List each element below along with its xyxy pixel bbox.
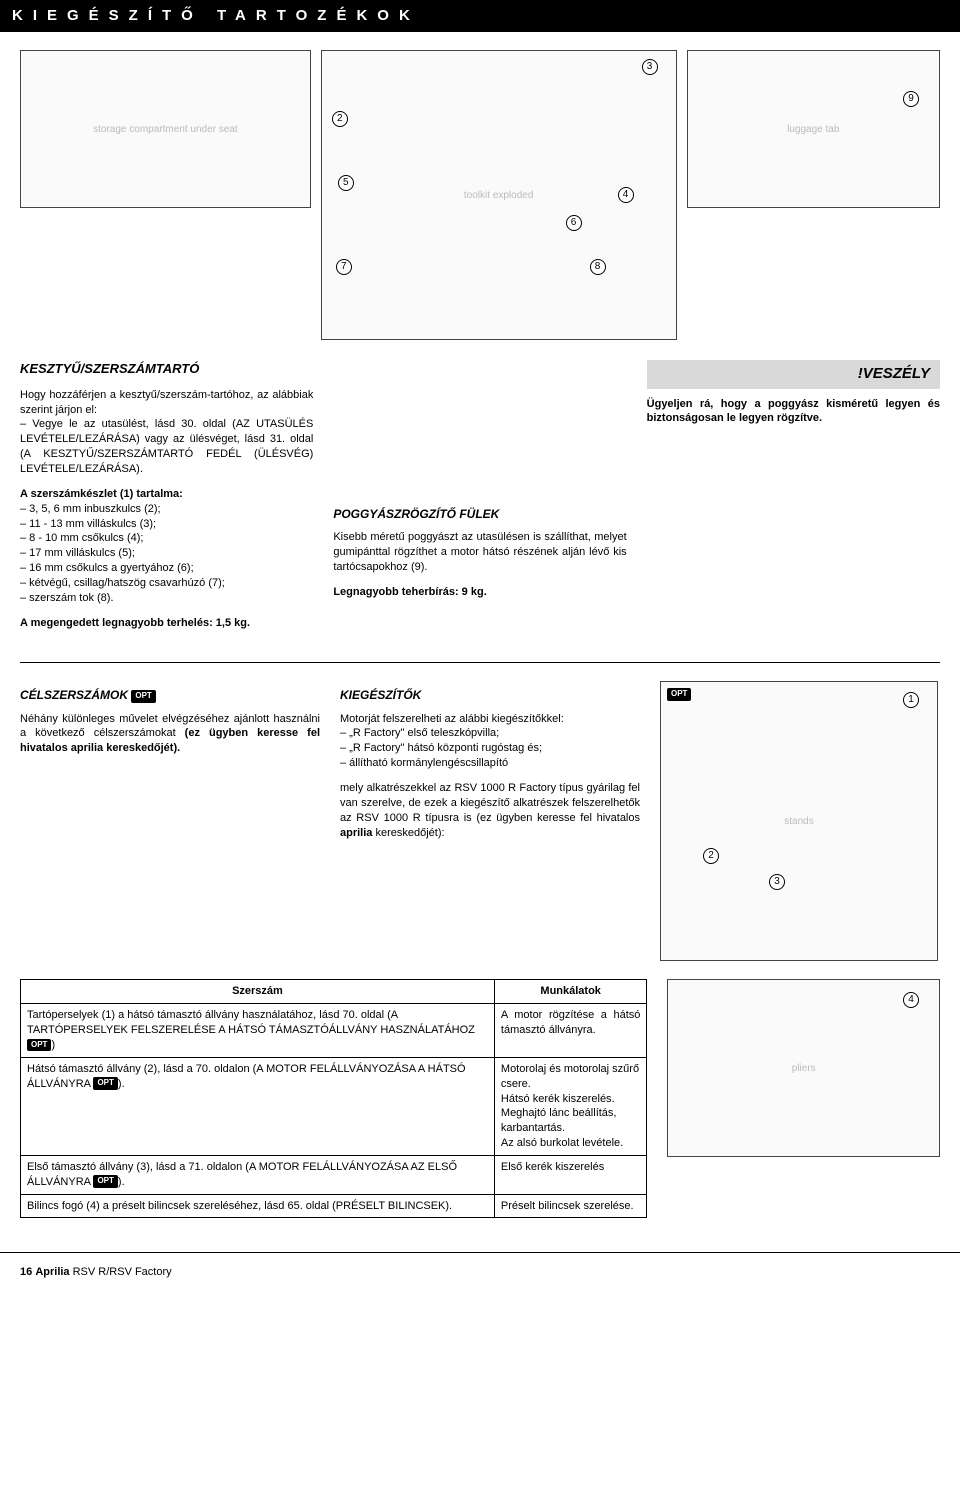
para-access: Hogy hozzáférjen a kesztyű/szerszám-tart…	[20, 388, 313, 477]
max-payload: Legnagyobb teherbírás: 9 kg.	[333, 585, 626, 600]
heading-luggage: POGGYÁSZRÖGZÍTŐ FÜLEK	[333, 506, 626, 522]
callout-2: 2	[703, 848, 719, 864]
callout-5: 5	[338, 175, 354, 191]
para-accessories-list: Motorját felszerelheti az alábbi kiegész…	[340, 712, 640, 771]
text-columns-row: KESZTYŰ/SZERSZÁMTARTÓ Hogy hozzáférjen a…	[20, 360, 940, 640]
figure-placeholder: pliers	[788, 1058, 820, 1080]
toolkit-title: A szerszámkészlet (1) tartalma:	[20, 488, 183, 500]
para-luggage: Kisebb méretű poggyászt az utasülésen is…	[333, 530, 626, 575]
cell-tool-b: ).	[118, 1176, 125, 1188]
cell-work: A motor rögzítése a hátsó támasztó állvá…	[494, 1004, 647, 1058]
list-item: – 3, 5, 6 mm inbuszkulcs (2);	[20, 502, 313, 517]
callout-9: 9	[903, 91, 919, 107]
opt-badge: OPT	[93, 1175, 117, 1188]
callout-6: 6	[566, 215, 582, 231]
section-divider	[20, 662, 940, 663]
cell-tool: Bilincs fogó (4) a préselt bilincsek sze…	[21, 1194, 495, 1218]
section2-figure-col: OPT stands 1 2 3	[660, 681, 940, 961]
callout-4: 4	[903, 992, 919, 1008]
list-item: – 16 mm csőkulcs a gyertyához (6);	[20, 561, 313, 576]
cell-work: Motorolaj és motorolaj szűrő csere. Háts…	[494, 1057, 647, 1155]
figure-compartment: storage compartment under seat	[20, 50, 311, 208]
figure-placeholder: toolkit exploded	[460, 185, 538, 207]
bottom-row: Szerszám Munkálatok Tartóperselyek (1) a…	[20, 979, 940, 1218]
page-footer: 16 Aprilia RSV R/RSV Factory	[0, 1257, 960, 1288]
heading-accessories: KIEGÉSZÍTŐK	[340, 687, 640, 703]
list-item: – kétvégű, csillag/hatszög csavarhúzó (7…	[20, 576, 313, 591]
figure-pliers: pliers 4	[667, 979, 940, 1157]
column-right: !VESZÉLY Ügyeljen rá, hogy a poggyász ki…	[647, 360, 940, 640]
footer-brand: Aprilia	[35, 1266, 69, 1278]
callout-2: 2	[332, 111, 348, 127]
figure-stands: OPT stands 1 2 3	[660, 681, 938, 961]
footer-model: RSV R/RSV Factory	[73, 1266, 172, 1278]
section2-mid: KIEGÉSZÍTŐK Motorját felszerelheti az al…	[340, 681, 640, 961]
toolkit-items: – 3, 5, 6 mm inbuszkulcs (2); – 11 - 13 …	[20, 502, 313, 606]
table-header-row: Szerszám Munkálatok	[21, 980, 647, 1004]
page-number: 16	[20, 1266, 32, 1278]
page-header-bar: KIEGÉSZÍTŐ TARTOZÉKOK	[0, 0, 960, 32]
heading-toolholder: KESZTYŰ/SZERSZÁMTARTÓ	[20, 360, 313, 378]
page-header-title: KIEGÉSZÍTŐ TARTOZÉKOK	[12, 7, 420, 24]
tools-table: Szerszám Munkálatok Tartóperselyek (1) a…	[20, 979, 647, 1218]
cell-tool-a: Tartóperselyek (1) a hátsó támasztó állv…	[27, 1009, 475, 1036]
para-accessories-note: mely alkatrészekkel az RSV 1000 R Factor…	[340, 781, 640, 840]
figure-placeholder: storage compartment under seat	[89, 119, 242, 141]
cell-tool-b: ).	[118, 1078, 125, 1090]
section2-left: CÉLSZERSZÁMOK OPT Néhány különleges műve…	[20, 681, 320, 961]
toolkit-list: A szerszámkészlet (1) tartalma: – 3, 5, …	[20, 487, 313, 606]
cell-tool: Tartóperselyek (1) a hátsó támasztó állv…	[21, 1004, 495, 1058]
footer-divider	[0, 1252, 960, 1253]
cell-work: Első kerék kiszerelés	[494, 1155, 647, 1194]
list-item: – szerszám tok (8).	[20, 591, 313, 606]
note-brand: aprilia	[340, 827, 372, 839]
danger-text: Ügyeljen rá, hogy a poggyász kisméretű l…	[647, 397, 940, 427]
list-item: – 8 - 10 mm csőkulcs (4);	[20, 531, 313, 546]
table-row: Első támasztó állvány (3), lásd a 71. ol…	[21, 1155, 647, 1194]
cell-tool: Első támasztó állvány (3), lásd a 71. ol…	[21, 1155, 495, 1194]
list-item: – 11 - 13 mm villáskulcs (3);	[20, 517, 313, 532]
section2-row: CÉLSZERSZÁMOK OPT Néhány különleges műve…	[20, 681, 940, 961]
figure-luggage-tab: luggage tab 9	[687, 50, 941, 208]
page-content: storage compartment under seat toolkit e…	[0, 32, 960, 1228]
cell-tool-a: Első támasztó állvány (3), lásd a 71. ol…	[27, 1161, 457, 1188]
callout-3: 3	[769, 874, 785, 890]
note-a: mely alkatrészekkel az RSV 1000 R Factor…	[340, 782, 640, 824]
column-middle: POGGYÁSZRÖGZÍTŐ FÜLEK Kisebb méretű pogg…	[333, 360, 626, 640]
figure-row-top: storage compartment under seat toolkit e…	[20, 50, 940, 340]
figure-placeholder: luggage tab	[783, 119, 843, 141]
heading-special-tools-text: CÉLSZERSZÁMOK	[20, 688, 128, 702]
max-load: A megengedett legnagyobb terhelés: 1,5 k…	[20, 616, 313, 631]
cell-work: Préselt bilincsek szerelése.	[494, 1194, 647, 1218]
para-special-tools: Néhány különleges művelet elvégzéséhez a…	[20, 712, 320, 757]
callout-7: 7	[336, 259, 352, 275]
heading-special-tools: CÉLSZERSZÁMOK OPT	[20, 687, 320, 703]
cell-tool-b: )	[51, 1039, 55, 1051]
callout-1: 1	[903, 692, 919, 708]
table-row: Hátsó támasztó állvány (2), lásd a 70. o…	[21, 1057, 647, 1155]
opt-badge: OPT	[131, 690, 155, 703]
table-row: Tartóperselyek (1) a hátsó támasztó állv…	[21, 1004, 647, 1058]
callout-4: 4	[618, 187, 634, 203]
column-left: KESZTYŰ/SZERSZÁMTARTÓ Hogy hozzáférjen a…	[20, 360, 313, 640]
figure-placeholder: stands	[780, 811, 817, 833]
opt-badge: OPT	[667, 688, 691, 701]
th-work: Munkálatok	[494, 980, 647, 1004]
note-c: kereskedőjét):	[372, 827, 444, 839]
cell-tool-a: Bilincs fogó (4) a préselt bilincsek sze…	[27, 1200, 452, 1212]
callout-8: 8	[590, 259, 606, 275]
danger-label: !VESZÉLY	[647, 360, 940, 388]
figure-toolkit: toolkit exploded 3 2 5 4 6 7 8	[321, 50, 677, 340]
callout-3: 3	[642, 59, 658, 75]
th-tool: Szerszám	[21, 980, 495, 1004]
opt-badge: OPT	[27, 1039, 51, 1052]
cell-tool: Hátsó támasztó állvány (2), lásd a 70. o…	[21, 1057, 495, 1155]
list-item: – 17 mm villáskulcs (5);	[20, 546, 313, 561]
table-row: Bilincs fogó (4) a préselt bilincsek sze…	[21, 1194, 647, 1218]
opt-badge: OPT	[93, 1077, 117, 1090]
